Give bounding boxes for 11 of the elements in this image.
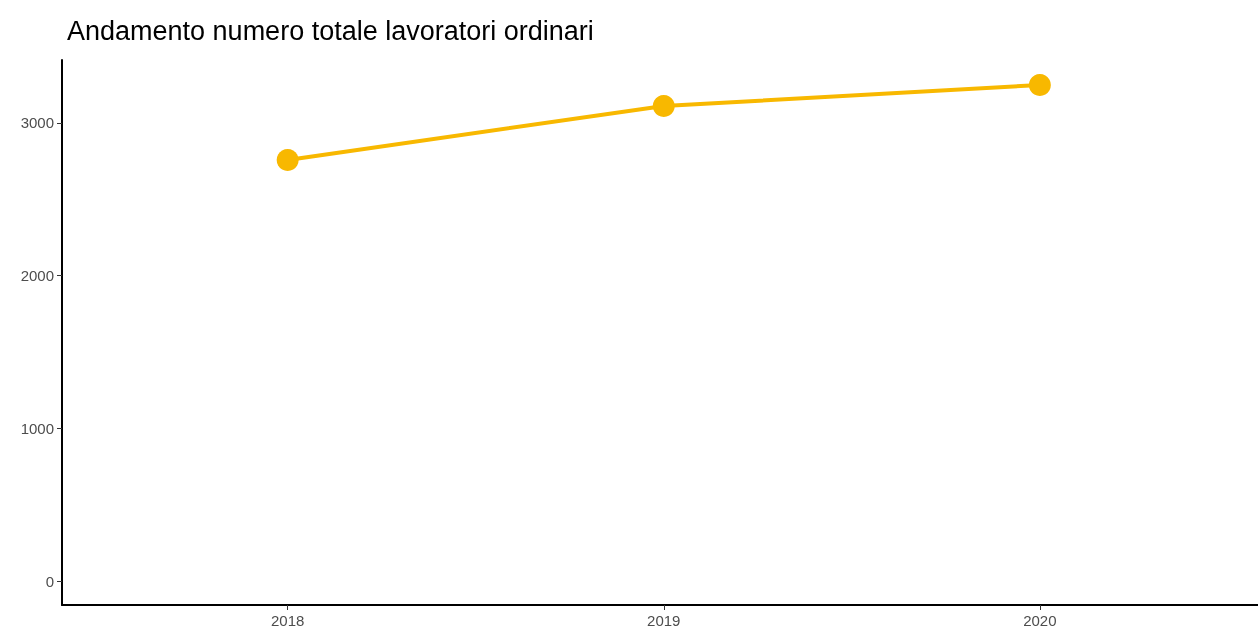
- point: [652, 94, 675, 117]
- y-tick-label: 1000: [20, 419, 54, 437]
- x-tick-label: 2018: [270, 612, 305, 629]
- chart-title: Andamento numero totale lavoratori ordinari: [67, 15, 594, 46]
- x-tick-label: 2020: [1023, 612, 1057, 629]
- y-tick-label: 0: [45, 572, 54, 590]
- x-tick-label: 2019: [647, 612, 681, 629]
- y-tick-label: 2000: [20, 267, 54, 285]
- y-tick-label: 3000: [20, 114, 54, 132]
- point: [276, 149, 299, 172]
- point: [1028, 74, 1051, 97]
